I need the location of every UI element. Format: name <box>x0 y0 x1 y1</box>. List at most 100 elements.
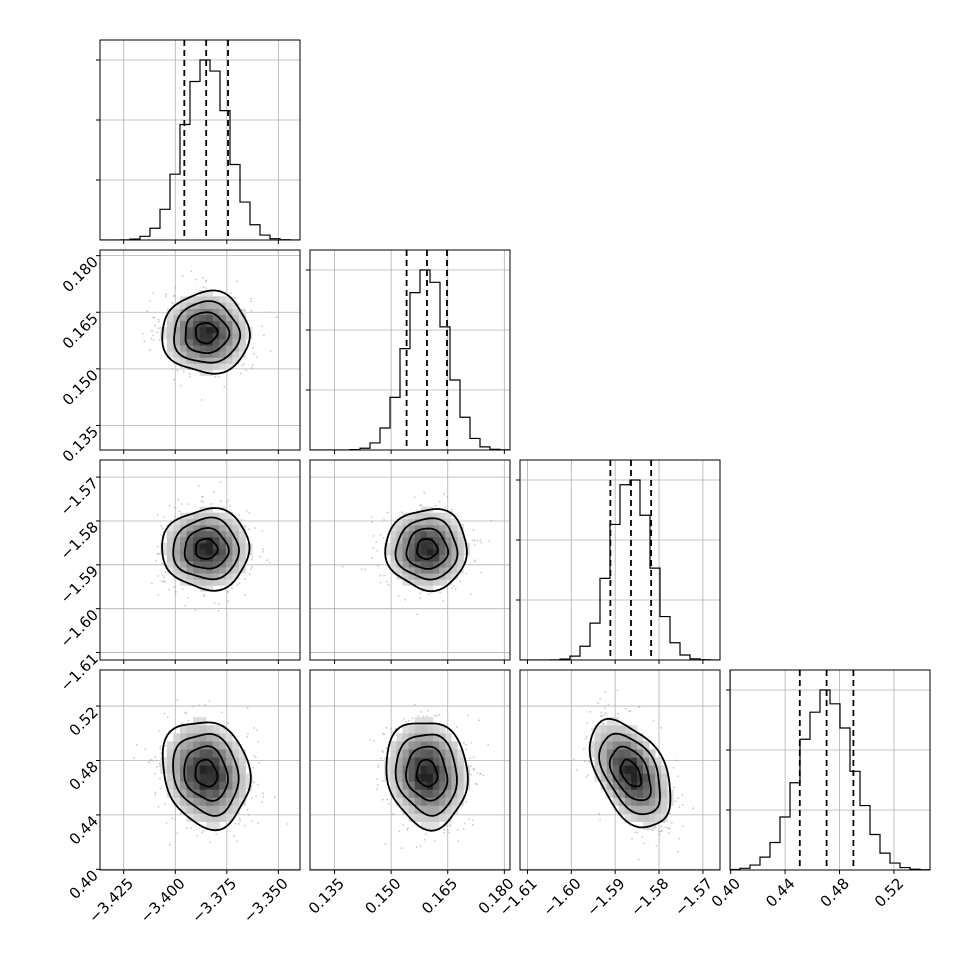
density-cell <box>232 561 240 568</box>
density-cell <box>232 555 240 562</box>
scatter-point <box>360 568 363 570</box>
density-cell <box>618 789 626 798</box>
density-cell <box>588 749 595 758</box>
y-tick-label: 0.180 <box>59 253 102 296</box>
density-cell <box>649 789 656 798</box>
density-cell <box>624 765 632 774</box>
y-tick-label: −1.60 <box>57 606 102 651</box>
density-cell <box>173 749 181 758</box>
scatter-point <box>364 568 367 571</box>
scatter-point <box>174 818 177 820</box>
density-cell <box>427 797 434 806</box>
density-cell <box>219 314 227 322</box>
density-cell <box>451 530 458 538</box>
scatter-point <box>638 706 641 709</box>
density-cell <box>600 773 608 782</box>
density-cell <box>451 543 458 550</box>
density-cell <box>193 797 200 806</box>
density-cell <box>173 573 181 580</box>
density-cell <box>206 765 214 774</box>
density-cell <box>427 749 434 758</box>
density-cell <box>180 543 187 550</box>
density-cell <box>225 308 233 315</box>
y-tick-label: 0.52 <box>66 703 102 739</box>
density-cell <box>225 757 233 766</box>
scatter-point <box>198 704 201 707</box>
contour-4-level <box>161 289 251 375</box>
density-cell <box>180 573 187 580</box>
scatter-point <box>375 778 378 780</box>
scatter-point <box>442 600 445 603</box>
scatter-point <box>200 500 203 503</box>
density-cell <box>206 725 214 734</box>
density-cell <box>643 789 650 798</box>
density-cell <box>180 320 187 328</box>
density-cell <box>390 749 397 758</box>
scatter-point <box>156 514 159 516</box>
density-cell <box>186 789 194 798</box>
density-cell <box>239 555 246 562</box>
x-tick-label: 0.44 <box>762 874 798 910</box>
density-cell <box>451 805 458 814</box>
density-cell <box>199 567 207 574</box>
density-cell <box>439 567 446 574</box>
scatter-point <box>371 557 374 560</box>
scatter-point <box>607 703 610 706</box>
density-cell <box>427 733 434 742</box>
x-tick-label: −3.400 <box>137 874 189 926</box>
scatter-point <box>165 295 167 298</box>
panel-frame <box>309 249 511 451</box>
y-tick-label: −1.58 <box>57 518 102 563</box>
density-cell <box>661 797 668 806</box>
contour-4-level <box>384 508 468 593</box>
density-cell <box>420 579 428 586</box>
density-cell <box>396 765 403 774</box>
density-cell <box>225 781 233 790</box>
density-cell <box>390 741 397 750</box>
scatter-point <box>164 802 166 805</box>
scatter-point <box>190 827 192 829</box>
density-cell <box>451 741 458 750</box>
density-cell <box>445 805 452 814</box>
scatter-point <box>476 772 478 775</box>
density-cell <box>193 530 200 538</box>
scatter-point <box>677 850 679 853</box>
scatter-point <box>401 511 403 513</box>
scatter-point <box>681 804 684 806</box>
density-cell <box>212 789 220 798</box>
density-cell <box>643 781 650 790</box>
density-cell <box>199 369 207 377</box>
density-cell <box>624 797 632 806</box>
density-cell <box>199 549 207 556</box>
density-cell <box>199 797 207 806</box>
scatter-point <box>217 603 220 605</box>
density-cell <box>427 805 434 814</box>
density-cell <box>618 757 626 766</box>
scatter-point <box>245 369 248 371</box>
scatter-point <box>263 334 265 337</box>
scatter-points <box>141 270 278 401</box>
scatter-point <box>266 559 268 562</box>
scatter-point <box>436 715 438 717</box>
scatter-point <box>369 739 372 741</box>
density-cell <box>166 749 174 758</box>
scatter-point <box>382 751 385 754</box>
density-cell <box>457 536 464 544</box>
density-cell <box>433 749 440 758</box>
density-cell <box>600 781 608 790</box>
density-cell <box>186 536 194 544</box>
density-cell <box>232 741 240 750</box>
density-cell <box>173 773 181 782</box>
scatter-point <box>427 709 429 712</box>
density-cell <box>193 314 200 322</box>
density-cell <box>239 345 246 352</box>
density-cell <box>396 567 403 574</box>
density-cell <box>408 725 415 734</box>
scatter-point <box>154 560 157 562</box>
scatter-point <box>443 492 446 495</box>
scatter-point <box>465 743 467 746</box>
density-cell <box>193 296 200 303</box>
density-cell <box>451 567 458 574</box>
scatter-point <box>602 722 605 725</box>
